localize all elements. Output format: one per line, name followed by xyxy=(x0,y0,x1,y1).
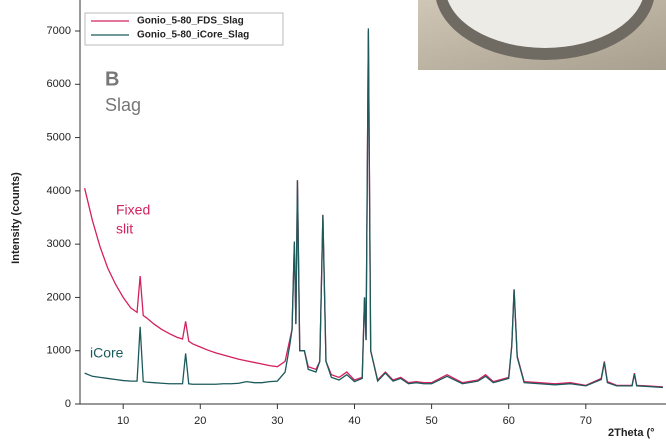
panel-title: Slag xyxy=(105,95,141,115)
y-axis-label: Intensity (counts) xyxy=(10,172,22,264)
x-tick-label: 10 xyxy=(117,415,129,427)
x-tick-label: 20 xyxy=(194,415,206,427)
x-tick-label: 70 xyxy=(580,415,592,427)
y-tick-label: 2000 xyxy=(47,291,71,303)
legend-label: Gonio_5-80_FDS_Slag xyxy=(137,16,244,27)
x-tick-label: 50 xyxy=(425,415,437,427)
y-tick-label: 5000 xyxy=(47,131,71,143)
x-tick-label: 60 xyxy=(503,415,515,427)
y-tick-label: 1000 xyxy=(47,345,71,357)
legend-box xyxy=(84,12,284,46)
y-tick-label: 7000 xyxy=(47,25,71,37)
panel-letter: B xyxy=(105,68,119,90)
legend-label: Gonio_5-80_iCore_Slag xyxy=(137,30,249,41)
y-tick-label: 6000 xyxy=(47,78,71,90)
y-tick-label: 4000 xyxy=(47,185,71,197)
y-tick-label: 0 xyxy=(65,398,71,410)
x-tick-label: 30 xyxy=(271,415,283,427)
x-axis-label: 2Theta (° xyxy=(608,427,655,439)
data-line xyxy=(84,28,663,389)
photo-inset xyxy=(418,0,666,70)
annotation: iCore xyxy=(90,345,124,361)
annotation: Fixed xyxy=(116,202,150,218)
x-tick-label: 40 xyxy=(348,415,360,427)
data-line xyxy=(83,30,663,388)
y-tick-label: 3000 xyxy=(47,238,71,250)
annotation: slit xyxy=(116,221,133,237)
